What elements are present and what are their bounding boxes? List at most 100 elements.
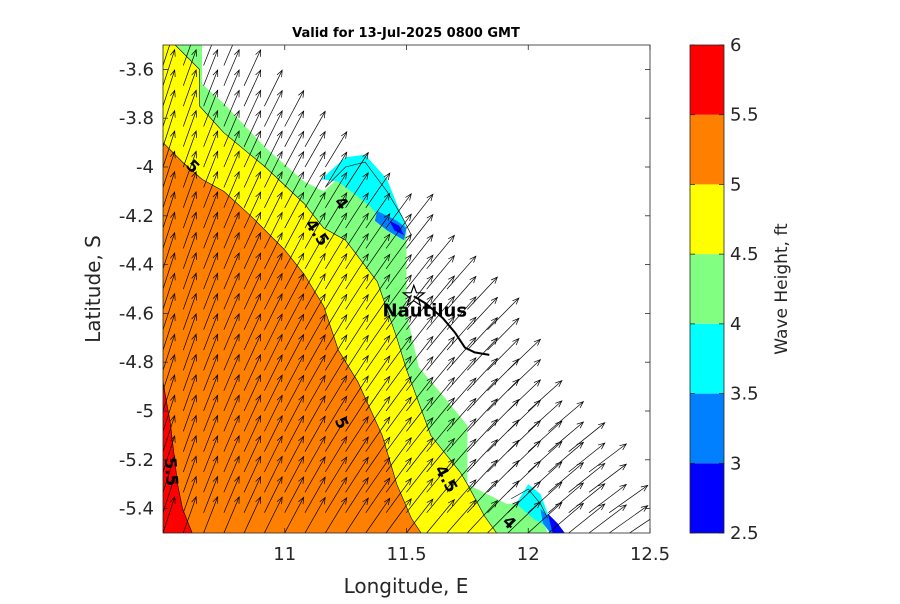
- wave-arrow-head: [490, 378, 499, 386]
- wave-arrow-shaft: [426, 296, 455, 330]
- wave-arrow-head: [191, 495, 197, 504]
- wave-arrow: [568, 442, 606, 473]
- wave-arrow-shaft: [588, 463, 627, 493]
- wave-arrow-head: [276, 89, 283, 98]
- wave-arrow-head: [362, 354, 369, 363]
- wave-arrow: [243, 69, 262, 107]
- wave-arrow: [264, 475, 283, 513]
- wave-arrow-shaft: [629, 518, 650, 533]
- wave-arrow-head: [276, 333, 283, 342]
- station-marker: Nautilus: [383, 283, 467, 321]
- wave-arrow: [203, 272, 219, 310]
- wave-arrow-shaft: [426, 458, 455, 493]
- wave-arrow: [467, 499, 499, 533]
- wave-arrow-head: [383, 172, 391, 180]
- wave-arrow: [203, 69, 219, 107]
- wave-arrow-head: [340, 374, 348, 383]
- wave-arrow-shaft: [568, 422, 606, 452]
- chart-title: Valid for 13-Jul-2025 0800 GMT: [292, 26, 520, 41]
- wave-arrow-shaft: [182, 49, 197, 86]
- wave-arrow: [385, 355, 412, 391]
- wave-arrow: [284, 211, 305, 249]
- wave-arrow-shaft: [487, 338, 520, 371]
- wave-arrow: [406, 457, 434, 493]
- wave-arrow: [284, 476, 305, 513]
- wave-arrow: [163, 231, 176, 269]
- wave-arrow-head: [362, 212, 369, 221]
- wave-arrow: [163, 211, 176, 249]
- wave-arrow-head: [340, 476, 348, 485]
- wave-arrow-head: [298, 313, 305, 322]
- wave-arrow-shaft: [243, 374, 262, 412]
- wave-arrow-head: [234, 48, 240, 57]
- wave-arrow-head: [276, 374, 283, 383]
- wave-arrow: [446, 438, 477, 473]
- wave-arrow: [548, 502, 585, 533]
- wave-arrow-head: [490, 398, 499, 406]
- wave-arrow-shaft: [426, 255, 455, 290]
- wave-arrow-head: [191, 374, 197, 382]
- wave-arrow-head: [212, 109, 219, 118]
- wave-arrow: [264, 313, 283, 351]
- wave-arrow-shaft: [284, 90, 305, 127]
- wave-arrow-shaft: [527, 461, 563, 493]
- wave-arrow: [487, 378, 520, 412]
- wave-arrow: [446, 418, 477, 452]
- wave-arrow-shaft: [467, 439, 498, 473]
- wave-arrow: [507, 338, 542, 371]
- wave-arrow-shaft: [487, 399, 520, 432]
- wave-arrow-shaft: [527, 441, 563, 473]
- wave-arrow-head: [255, 333, 262, 342]
- wave-arrow-shaft: [203, 151, 219, 188]
- wave-arrow-shaft: [365, 213, 391, 249]
- wave-arrow-shaft: [467, 459, 498, 493]
- wave-arrow-shaft: [182, 273, 197, 310]
- wave-arrow: [223, 313, 240, 351]
- wave-arrow-head: [426, 457, 434, 466]
- wave-arrow-head: [234, 29, 239, 36]
- wave-arrow-head: [255, 292, 262, 301]
- y-tick-label: -5.2: [119, 450, 154, 471]
- wave-arrow-head: [383, 477, 391, 485]
- wave-arrow: [163, 292, 176, 330]
- wave-arrow-head: [340, 496, 348, 505]
- wave-arrow-shaft: [426, 235, 455, 270]
- wave-arrow-head: [319, 496, 326, 505]
- wave-arrow-head: [405, 436, 412, 445]
- wave-arrow-shaft: [345, 314, 369, 351]
- wave-arrow-shaft: [527, 420, 563, 452]
- wave-arrow-head: [405, 375, 412, 384]
- wave-arrow-shaft: [203, 130, 219, 168]
- wave-arrow-head: [170, 434, 176, 443]
- wave-arrow-head: [383, 192, 391, 201]
- wave-arrow-head: [255, 211, 262, 220]
- wave-arrow-shaft: [325, 355, 348, 391]
- wave-arrow: [568, 483, 606, 513]
- wave-arrow: [345, 354, 369, 391]
- wave-arrow-shaft: [284, 476, 305, 513]
- wave-arrow: [365, 416, 391, 452]
- wave-arrow: [163, 191, 176, 229]
- wave-arrow: [304, 415, 326, 452]
- wave-arrow-shaft: [203, 45, 212, 66]
- wave-arrow-shaft: [203, 69, 219, 107]
- wave-arrow-shaft: [446, 398, 477, 432]
- wave-arrow-head: [191, 130, 197, 139]
- wave-arrow-head: [319, 435, 326, 444]
- wave-arrow-shaft: [426, 336, 455, 371]
- y-tick-label: -3.6: [119, 59, 154, 80]
- wave-arrow: [325, 212, 348, 249]
- wave-arrow-shaft: [345, 192, 369, 229]
- wave-arrow-head: [319, 455, 326, 464]
- wave-arrow: [203, 109, 219, 147]
- wave-arrow: [385, 193, 412, 229]
- wave-arrow-head: [490, 499, 499, 508]
- wave-arrow-head: [490, 459, 499, 467]
- wave-arrow-head: [298, 394, 305, 403]
- wave-arrow-head: [426, 356, 434, 364]
- wave-arrow: [243, 455, 262, 493]
- wave-arrow-head: [405, 477, 412, 486]
- wave-arrow-head: [340, 354, 348, 363]
- wave-arrow-shaft: [467, 480, 498, 513]
